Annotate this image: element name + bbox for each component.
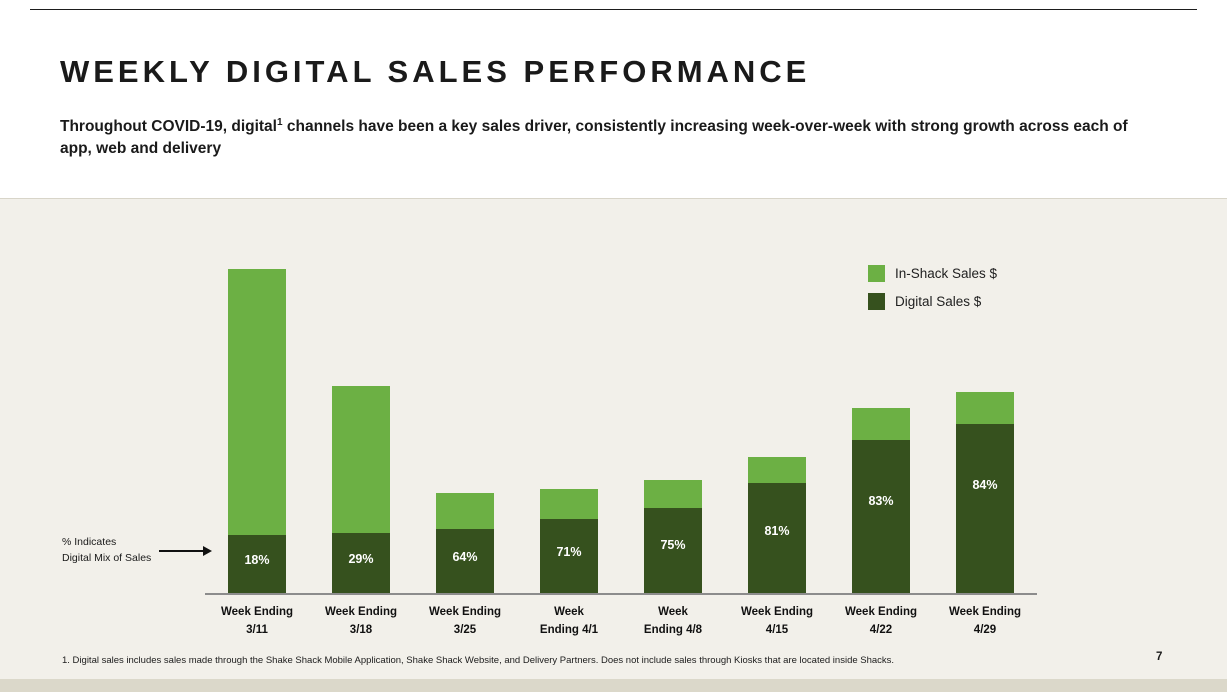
page-number: 7 <box>1156 651 1163 663</box>
bar-group: 75% <box>621 479 725 593</box>
x-axis-label: Week Ending 4/1 <box>539 606 599 636</box>
stacked-bar: 29% <box>332 385 390 593</box>
x-axis-label: Week Ending 4/8 <box>643 606 703 636</box>
digital-mix-label: 83% <box>868 493 894 508</box>
x-axis-label: Week Ending 3/11 <box>221 606 293 636</box>
digital-sales-segment: 64% <box>436 528 494 593</box>
stacked-bar: 81% <box>748 456 806 593</box>
digital-mix-label: 75% <box>660 538 686 553</box>
digital-mix-label: 29% <box>348 551 374 566</box>
footnote: 1. Digital sales includes sales made thr… <box>62 655 895 666</box>
subtitle-text: Throughout COVID-19, digital <box>60 118 277 136</box>
in-shack-sales-segment <box>228 269 286 535</box>
bar-group: 83% <box>829 408 933 593</box>
bar-chart: 18% 29% 64% 71% 75% 81% 83% 84% Week Ending 3/1… <box>205 263 1037 640</box>
subtitle-footnote-ref: 1 <box>277 117 283 128</box>
x-axis-labels: Week Ending 3/11 Week Ending 3/18 Week End… <box>205 604 1037 640</box>
in-shack-sales-segment <box>748 456 806 483</box>
legend-swatch <box>868 265 885 282</box>
stacked-bar: 71% <box>540 489 598 593</box>
legend-label: Digital Sales $ <box>895 294 982 309</box>
digital-sales-segment: 83% <box>852 439 910 593</box>
legend-item: In-Shack Sales $ <box>868 265 997 282</box>
x-axis-label: Week Ending 4/22 <box>845 606 917 636</box>
annotation-arrow-icon <box>159 545 213 556</box>
digital-mix-label: 18% <box>244 552 270 567</box>
arrow-head <box>203 545 213 556</box>
in-shack-sales-segment <box>436 492 494 529</box>
slide-title: WEEKLY DIGITAL SALES PERFORMANCE <box>60 54 811 89</box>
bar-group: 71% <box>517 489 621 593</box>
digital-sales-segment: 71% <box>540 519 598 593</box>
in-shack-sales-segment <box>332 385 390 533</box>
stacked-bar: 75% <box>644 479 702 593</box>
digital-sales-segment: 75% <box>644 507 702 593</box>
digital-sales-segment: 84% <box>956 424 1014 593</box>
top-rule <box>30 9 1197 10</box>
chart-section: In-Shack Sales $ Digital Sales $ 18% 29% 64… <box>0 198 1227 692</box>
slide-subtitle: Throughout COVID-19, digital1 channels h… <box>60 116 1130 160</box>
bar-group: 29% <box>309 385 413 593</box>
digital-mix-label: 64% <box>452 549 478 564</box>
legend-label: In-Shack Sales $ <box>895 266 998 281</box>
in-shack-sales-segment <box>956 392 1014 425</box>
x-axis-label: Week Ending 4/29 <box>949 606 1021 636</box>
x-axis-label: Week Ending 4/15 <box>741 606 813 636</box>
legend-swatch <box>868 293 885 310</box>
bar-group: 84% <box>933 392 1037 593</box>
x-axis-label: Week Ending 3/25 <box>429 606 501 636</box>
arrow-line <box>159 549 204 552</box>
in-shack-sales-segment <box>540 489 598 520</box>
stacked-bar: 18% <box>228 269 286 593</box>
x-axis-line <box>205 593 1037 595</box>
stacked-bar: 64% <box>436 492 494 593</box>
digital-mix-annotation: % Indicates Digital Mix of Sales <box>62 535 213 567</box>
digital-sales-segment: 18% <box>228 534 286 593</box>
chart-legend: In-Shack Sales $ Digital Sales $ <box>868 265 997 310</box>
subtitle-text-cont: channels have been a key sales driver, c… <box>60 118 1128 157</box>
digital-sales-segment: 81% <box>748 482 806 593</box>
bar-group: 64% <box>413 492 517 593</box>
stacked-bar: 84% <box>956 392 1014 593</box>
bar-group: 18% <box>205 269 309 593</box>
digital-mix-label: 71% <box>556 544 582 559</box>
digital-sales-segment: 29% <box>332 532 390 593</box>
bar-plot: 18% 29% 64% 71% 75% 81% 83% 84% <box>205 263 1037 593</box>
annotation-text: % Indicates Digital Mix of Sales <box>62 536 152 564</box>
bar-group: 81% <box>725 456 829 593</box>
in-shack-sales-segment <box>644 479 702 508</box>
digital-mix-label: 84% <box>972 478 998 493</box>
x-axis-label: Week Ending 3/18 <box>325 606 397 636</box>
in-shack-sales-segment <box>852 408 910 440</box>
stacked-bar: 83% <box>852 408 910 593</box>
digital-mix-label: 81% <box>764 524 790 539</box>
legend-item: Digital Sales $ <box>868 293 997 310</box>
bottom-strip <box>0 679 1227 692</box>
